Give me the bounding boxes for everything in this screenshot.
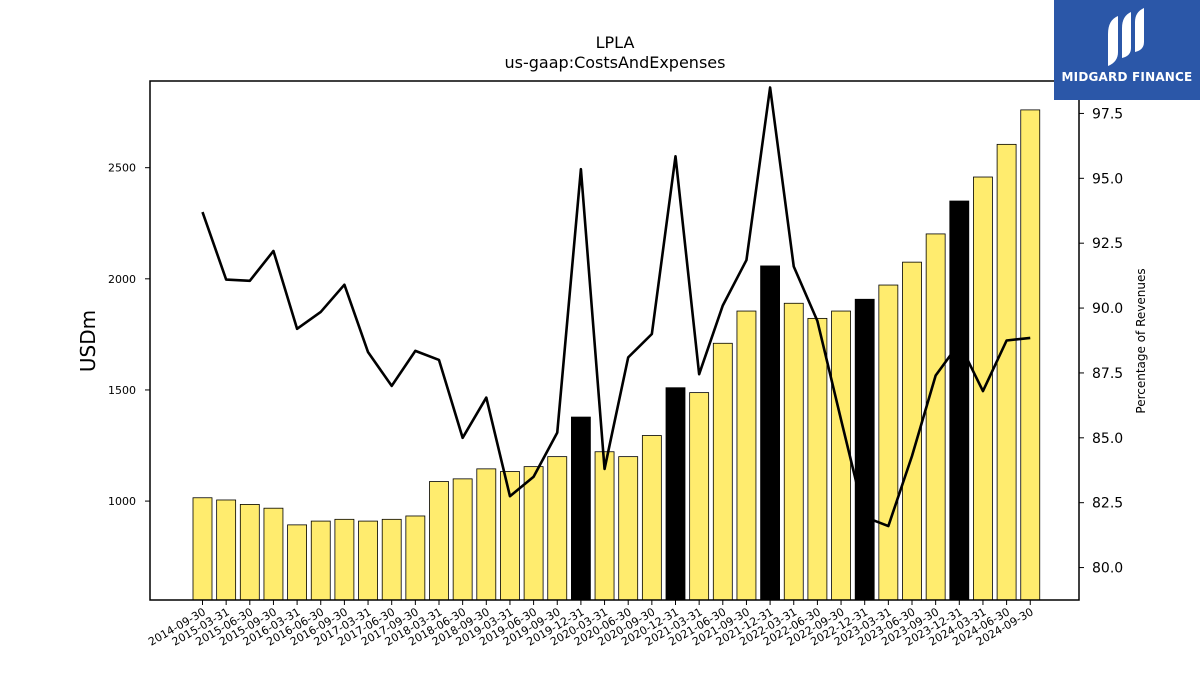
bar-2021-09-30 [736, 310, 757, 601]
y2-tick-label-97.5: 97.5 [1092, 106, 1123, 122]
y2-tick-label-85: 85.0 [1092, 431, 1123, 447]
y-tick-label-1500: 1500 [108, 384, 136, 397]
y2-tick-label-90: 90.0 [1092, 301, 1123, 317]
bars-group [192, 109, 1041, 601]
bar-2020-09-30 [641, 435, 662, 601]
bar-2023-09-30 [925, 233, 946, 601]
y2-tick-label-82.5: 82.5 [1092, 496, 1123, 512]
right-axis: 80.0 82.5 85.0 87.5 90.0 92.5 95.0 97.5 [1079, 106, 1123, 577]
bar-2018-03-31 [429, 481, 449, 601]
y-tick-label-2000: 2000 [108, 273, 136, 286]
midgard-logo-icon [1108, 8, 1144, 66]
bar-2017-03-31 [358, 520, 378, 601]
bar-2023-03-31 [878, 284, 899, 601]
y2-axis-label: Percentage of Revenues [1134, 268, 1148, 413]
y-tick-label-2500: 2500 [108, 162, 136, 175]
bar-2016-03-31 [287, 524, 308, 601]
bar-2022-03-31 [783, 302, 804, 601]
logo-text: MIDGARD FINANCE [1061, 70, 1193, 84]
bar-2016-06-30 [310, 520, 331, 601]
bar-2022-09-30 [831, 310, 851, 601]
bar-2015-03-31 [216, 499, 237, 601]
chart-title: LPLA [596, 33, 635, 52]
bar-2015-09-30 [263, 507, 284, 601]
bar-2022-06-30 [807, 317, 828, 601]
bar-2024-09-30 [1020, 109, 1041, 601]
bar-2023-12-31 [949, 200, 970, 601]
bar-2017-09-30 [405, 515, 426, 601]
plot-frame [149, 80, 1080, 601]
y2-tick-label-92.5: 92.5 [1092, 236, 1123, 252]
bar-2016-09-30 [334, 518, 355, 601]
bar-2021-12-31 [760, 265, 780, 601]
bar-2019-12-31 [571, 416, 591, 601]
bar-2019-06-30 [523, 466, 544, 601]
y2-tick-label-95: 95.0 [1092, 171, 1123, 187]
y-axis-label: USDm [76, 310, 100, 372]
line-group [201, 86, 1031, 528]
bar-2022-12-31 [854, 298, 875, 601]
bar-2015-06-30 [239, 504, 260, 601]
bar-2018-06-30 [452, 478, 473, 601]
bar-2017-06-30 [381, 518, 402, 601]
bar-2024-06-30 [996, 143, 1017, 601]
bar-2020-03-31 [594, 451, 615, 601]
bar-2019-09-30 [547, 456, 568, 601]
midgard-finance-logo: MIDGARD FINANCE [1054, 0, 1200, 100]
y2-tick-label-87.5: 87.5 [1092, 366, 1123, 382]
bar-2021-03-31 [689, 392, 710, 601]
x-axis: 2014-09-302015-03-312015-06-302015-09-30… [146, 600, 1036, 649]
chart-subtitle: us-gaap:CostsAndExpenses [505, 53, 726, 72]
percentage-line [201, 86, 1031, 528]
left-axis: 1000 1500 2000 2500 [108, 162, 150, 508]
bar-2014-09-30 [192, 497, 213, 601]
bar-2021-06-30 [712, 342, 733, 601]
bar-2018-09-30 [476, 468, 497, 601]
bar-2020-12-31 [665, 387, 686, 601]
y-tick-label-1000: 1000 [108, 495, 136, 508]
bar-2020-06-30 [618, 456, 639, 601]
y2-tick-label-80: 80.0 [1092, 561, 1123, 577]
